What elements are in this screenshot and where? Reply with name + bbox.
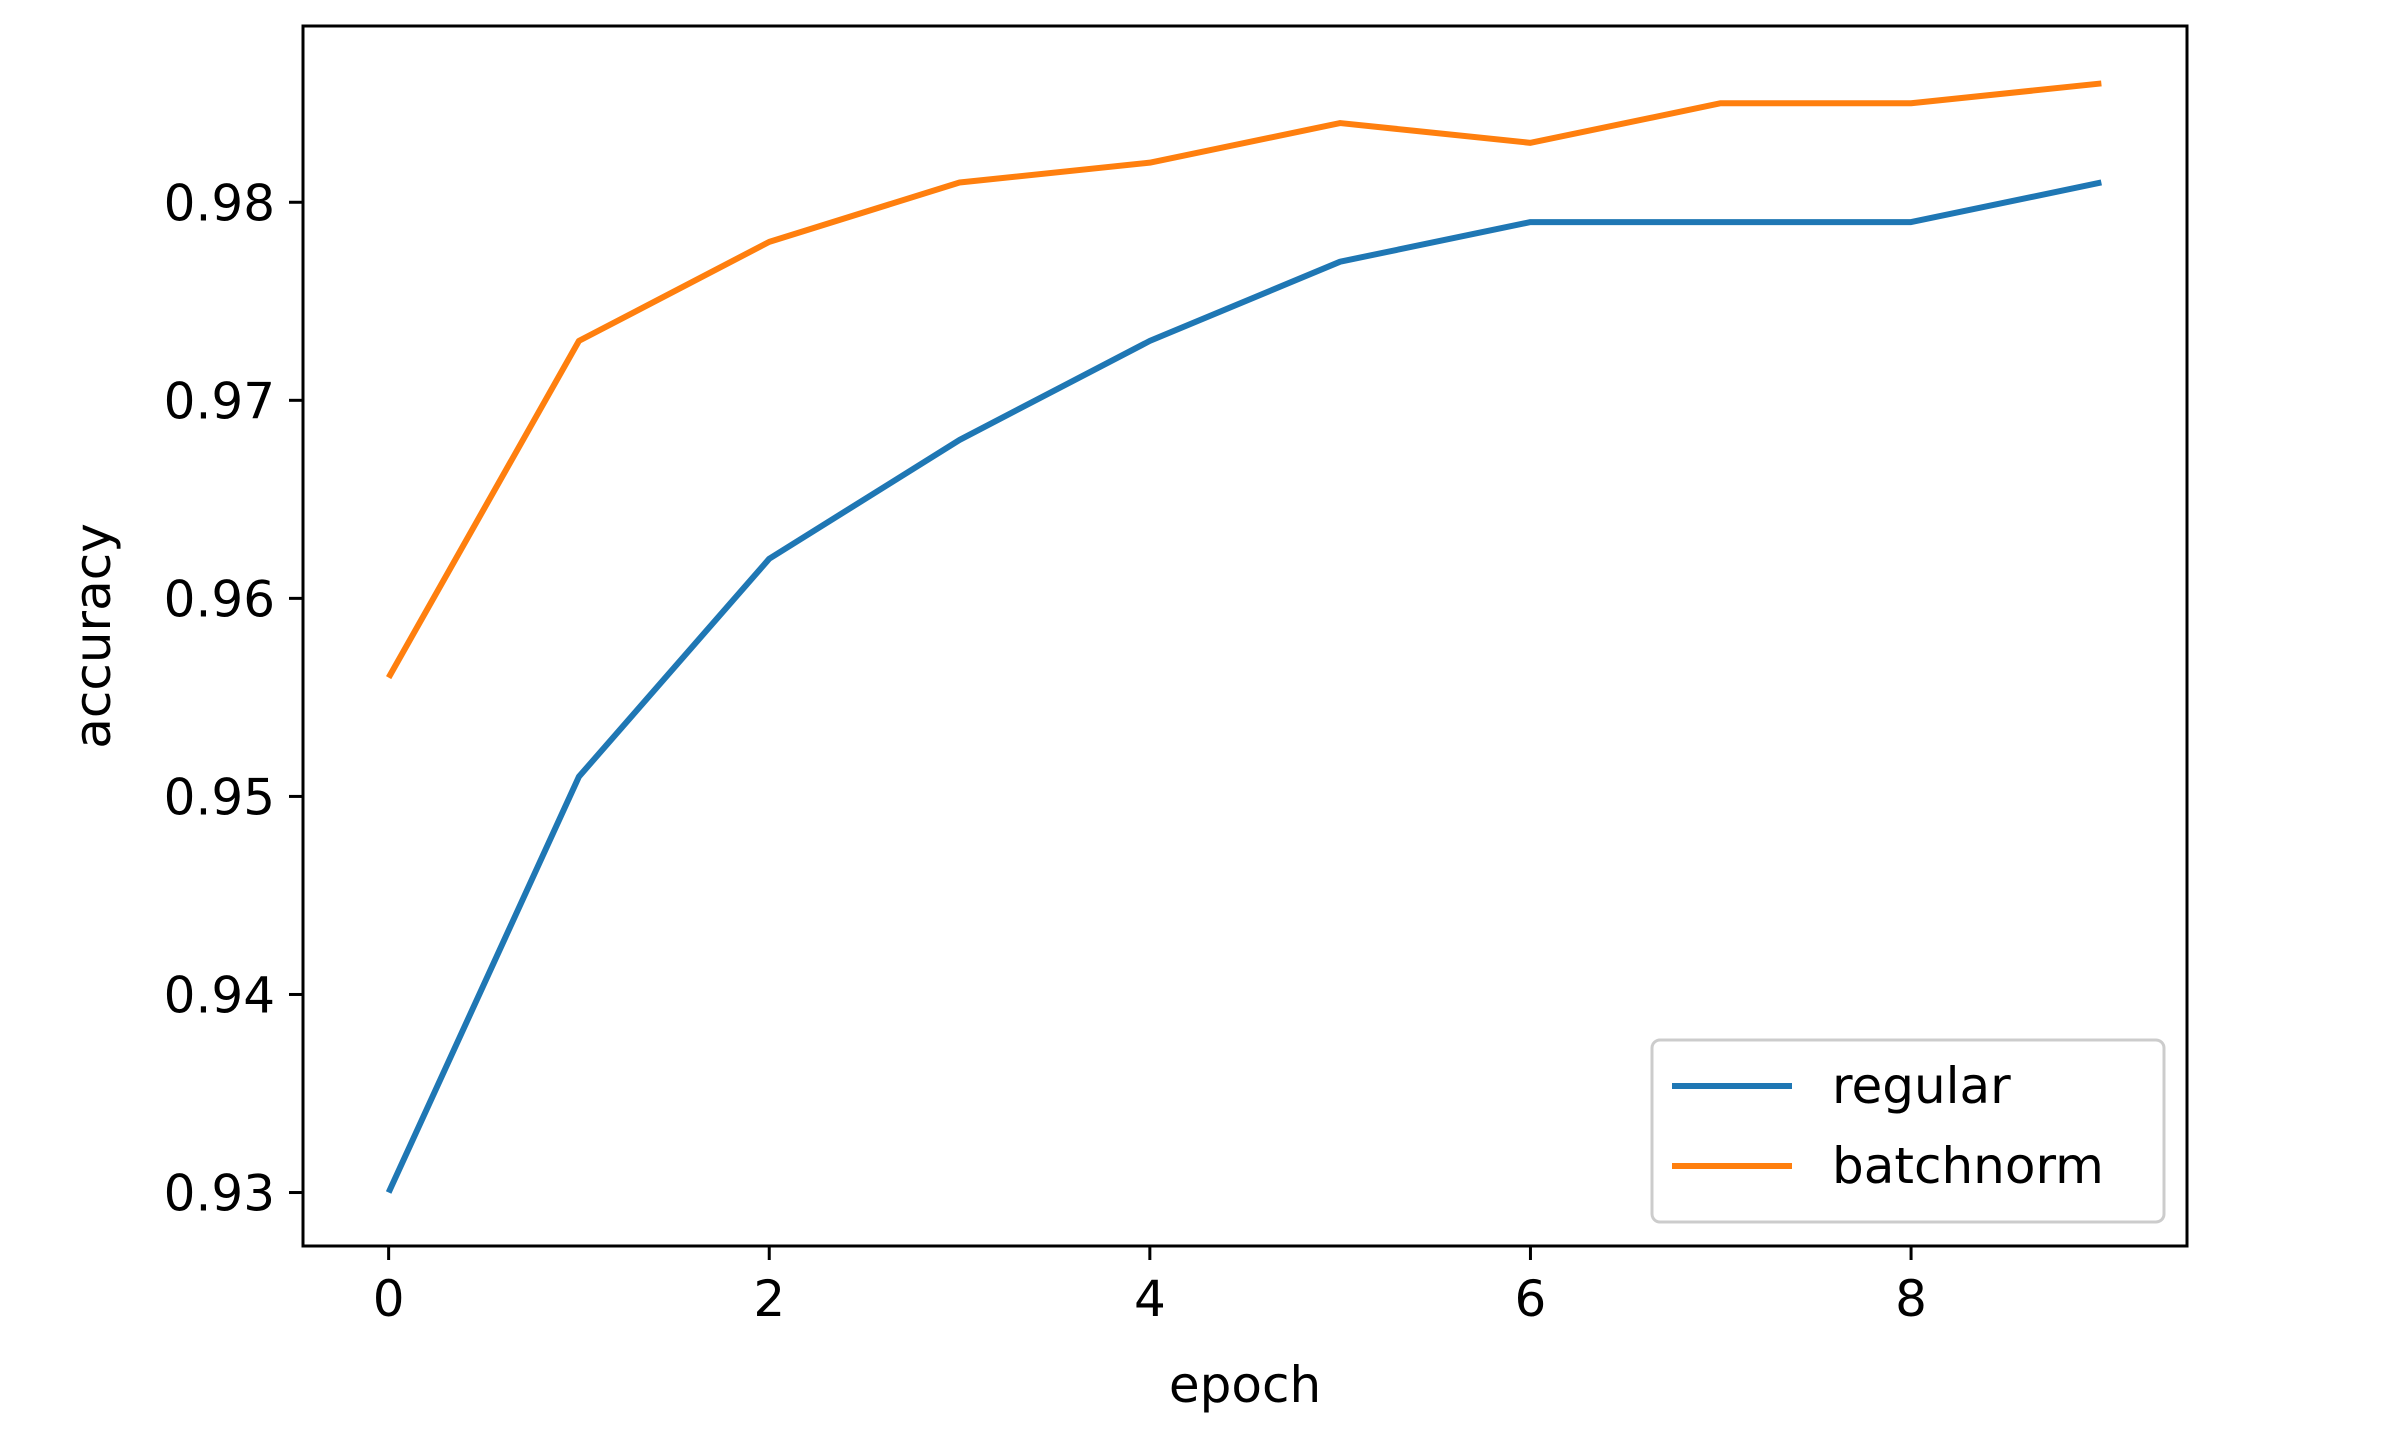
x-tick-label: 8 bbox=[1895, 1270, 1927, 1328]
legend-label-regular: regular bbox=[1832, 1057, 2011, 1115]
legend-label-batchnorm: batchnorm bbox=[1832, 1137, 2104, 1195]
y-tick-label: 0.97 bbox=[164, 372, 275, 430]
plot-frame bbox=[301, 24, 2189, 1248]
x-tick-label: 2 bbox=[753, 1270, 785, 1328]
x-tick-label: 0 bbox=[373, 1270, 405, 1328]
series-line-batchnorm bbox=[386, 80, 2102, 680]
y-tick-label: 0.93 bbox=[164, 1165, 275, 1223]
x-axis-ticks: 0 2 4 6 8 bbox=[373, 1246, 1927, 1328]
x-tick-label: 6 bbox=[1515, 1270, 1547, 1328]
series-line-regular bbox=[385, 179, 2102, 1194]
y-tick-label: 0.94 bbox=[164, 966, 275, 1024]
legend: regular batchnorm bbox=[1650, 1038, 2166, 1224]
x-tick-label: 4 bbox=[1134, 1270, 1166, 1328]
x-axis-label: epoch bbox=[1169, 1356, 1321, 1414]
y-axis-label: accuracy bbox=[64, 523, 122, 749]
series-lines bbox=[385, 80, 2102, 1194]
y-axis-ticks: 0.93 0.94 0.95 0.96 0.97 0.98 bbox=[164, 174, 303, 1223]
y-tick-label: 0.98 bbox=[164, 174, 275, 232]
y-tick-label: 0.96 bbox=[164, 570, 275, 628]
y-tick-label: 0.95 bbox=[164, 768, 275, 826]
